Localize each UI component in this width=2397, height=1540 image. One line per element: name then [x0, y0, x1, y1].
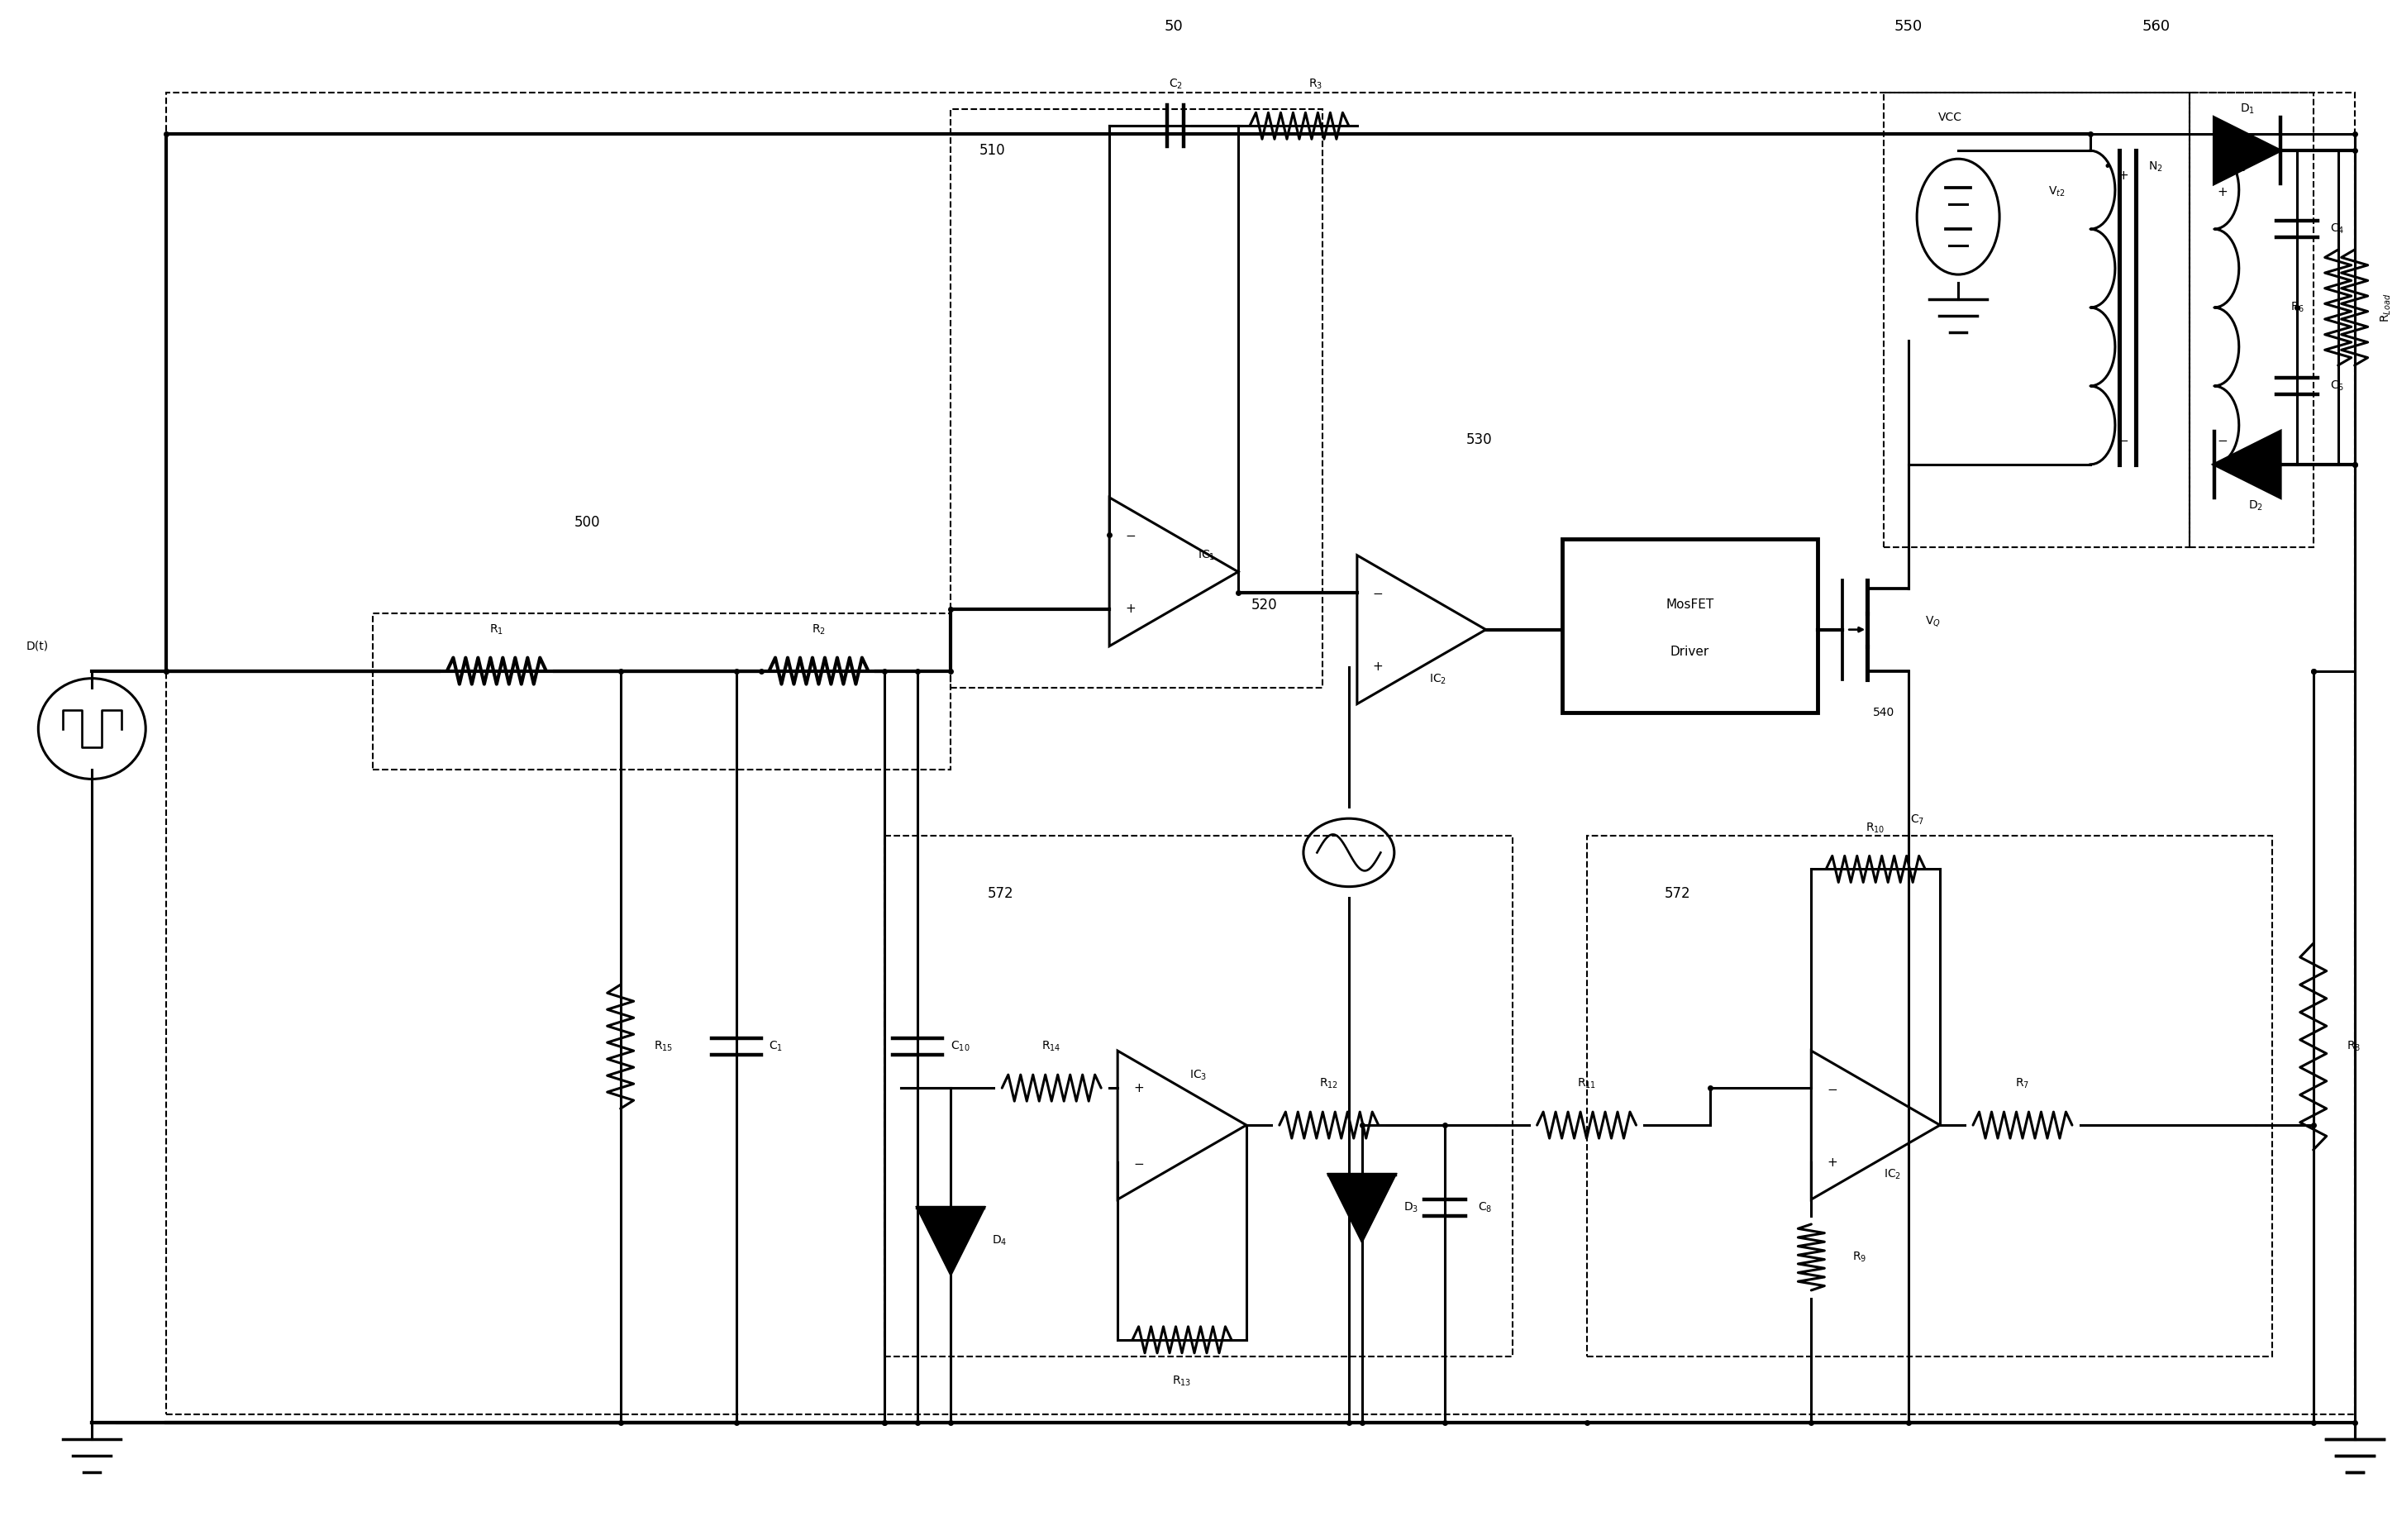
Text: •: • — [2102, 160, 2112, 174]
Polygon shape — [918, 1207, 983, 1274]
Text: R$_{11}$: R$_{11}$ — [1577, 1076, 1596, 1090]
Text: $-$: $-$ — [1827, 1081, 1838, 1093]
Text: R$_{10}$: R$_{10}$ — [1865, 821, 1886, 835]
Text: C$_4$: C$_4$ — [2330, 222, 2344, 236]
Text: $-$: $-$ — [1134, 1157, 1143, 1169]
Text: R$_1$: R$_1$ — [489, 622, 503, 636]
Text: 50: 50 — [1165, 20, 1184, 34]
Text: $-$: $-$ — [1373, 587, 1383, 599]
Text: 540: 540 — [1872, 707, 1894, 718]
Text: R$_2$: R$_2$ — [813, 622, 825, 636]
Text: +: + — [2119, 169, 2129, 182]
Text: C$_5$: C$_5$ — [2330, 379, 2344, 393]
Polygon shape — [1328, 1175, 1395, 1241]
Text: R$_7$: R$_7$ — [2016, 1076, 2030, 1090]
Text: $-$: $-$ — [2119, 433, 2129, 447]
Text: V$_Q$: V$_Q$ — [1925, 614, 1942, 628]
Text: N$_2$: N$_2$ — [2148, 160, 2162, 174]
Text: R$_{13}$: R$_{13}$ — [1172, 1374, 1191, 1388]
Text: Driver: Driver — [1671, 645, 1709, 658]
Text: 550: 550 — [1894, 20, 1922, 34]
Text: R$_{12}$: R$_{12}$ — [1318, 1076, 1338, 1090]
Text: IC$_1$: IC$_1$ — [1198, 548, 1215, 562]
Text: C$_1$: C$_1$ — [769, 1040, 784, 1053]
Text: 500: 500 — [575, 514, 602, 530]
Text: R$_6$: R$_6$ — [2292, 300, 2306, 314]
Text: $-$: $-$ — [1124, 528, 1136, 541]
Text: D$_2$: D$_2$ — [2248, 499, 2263, 513]
Text: 530: 530 — [1467, 433, 1493, 447]
Text: $+$: $+$ — [1827, 1157, 1838, 1169]
Text: $+$: $+$ — [1373, 661, 1383, 673]
Text: MosFET: MosFET — [1666, 599, 1714, 611]
Text: C$_2$: C$_2$ — [1167, 79, 1182, 91]
Text: IC$_3$: IC$_3$ — [1189, 1069, 1208, 1083]
Text: 560: 560 — [2143, 20, 2172, 34]
Text: N$_3$: N$_3$ — [2232, 160, 2246, 174]
Text: $+$: $+$ — [1134, 1081, 1143, 1093]
Text: D$_1$: D$_1$ — [2239, 103, 2256, 116]
Text: 510: 510 — [978, 143, 1004, 159]
Text: C$_8$: C$_8$ — [1477, 1201, 1491, 1215]
Text: V$_{t2}$: V$_{t2}$ — [2049, 185, 2066, 199]
Text: 572: 572 — [1664, 887, 1690, 901]
Text: IC$_2$: IC$_2$ — [1884, 1167, 1901, 1181]
FancyBboxPatch shape — [1563, 539, 1817, 711]
Text: D(t): D(t) — [26, 641, 48, 651]
Text: $-$: $-$ — [2217, 433, 2227, 447]
Text: 520: 520 — [1251, 598, 1278, 613]
Text: D$_4$: D$_4$ — [992, 1234, 1007, 1247]
Text: +: + — [2217, 186, 2227, 199]
Text: D$_3$: D$_3$ — [1402, 1201, 1419, 1215]
Polygon shape — [2215, 117, 2280, 183]
Text: $+$: $+$ — [1124, 602, 1136, 614]
Text: 572: 572 — [988, 887, 1014, 901]
Text: IC$_2$: IC$_2$ — [1429, 673, 1448, 685]
Text: R$_3$: R$_3$ — [1309, 79, 1323, 91]
Text: R$_8$: R$_8$ — [2347, 1040, 2361, 1053]
Text: VCC: VCC — [1937, 112, 1961, 123]
Text: R$_{Load}$: R$_{Load}$ — [2380, 293, 2392, 322]
Text: C$_{10}$: C$_{10}$ — [952, 1040, 971, 1053]
Text: •: • — [2217, 160, 2227, 174]
Polygon shape — [2215, 431, 2280, 497]
Text: R$_{14}$: R$_{14}$ — [1043, 1040, 1062, 1053]
Text: R$_{15}$: R$_{15}$ — [654, 1040, 674, 1053]
Text: C$_7$: C$_7$ — [1910, 813, 1925, 827]
Text: R$_9$: R$_9$ — [1853, 1250, 1867, 1264]
